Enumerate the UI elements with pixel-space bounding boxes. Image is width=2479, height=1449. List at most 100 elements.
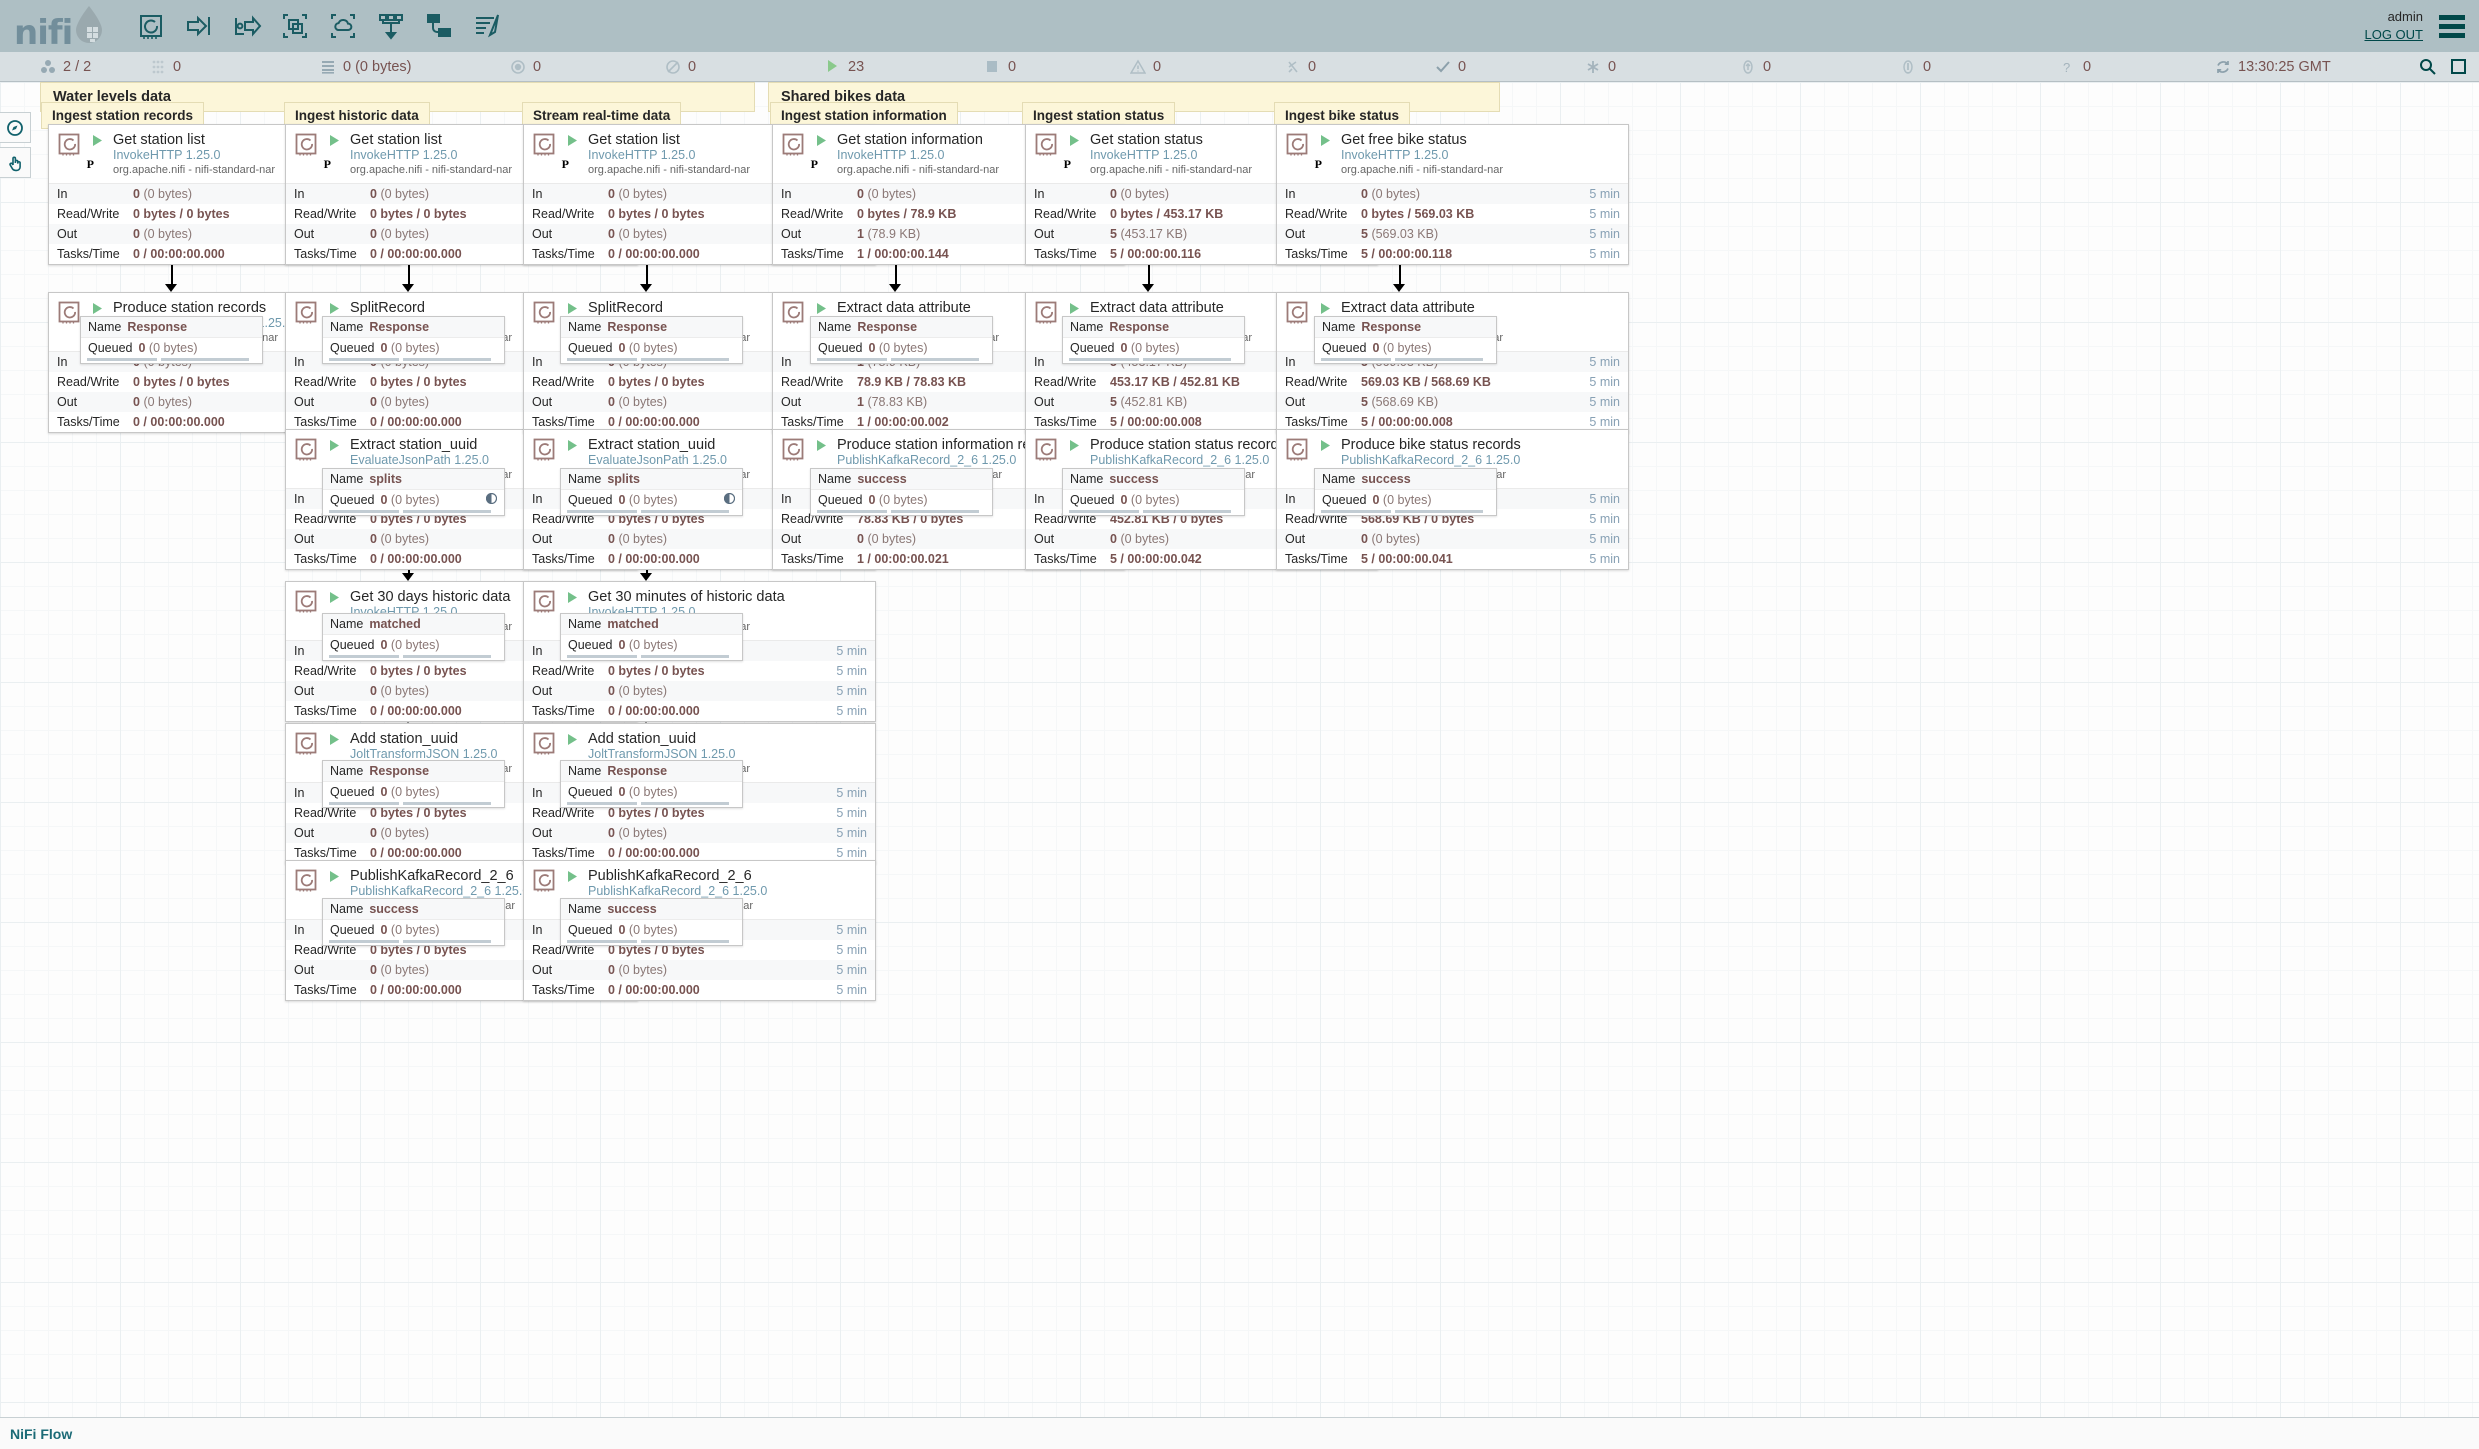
connection-name-value: matched — [369, 617, 421, 631]
run-status-icon — [328, 132, 344, 177]
connection-name-row: Name Response — [1063, 317, 1244, 338]
status-value: 0 — [1308, 58, 1317, 75]
connection-label[interactable]: Name Response Queued 0 (0 bytes) — [322, 760, 505, 808]
connection-label[interactable]: Name Response Queued 0 (0 bytes) — [560, 760, 743, 808]
processor-chip-icon — [294, 868, 328, 902]
connection-queued-row: Queued 0 (0 bytes) — [81, 338, 262, 358]
processor-node[interactable]: P Get free bike status InvokeHTTP 1.25.0 or… — [1276, 124, 1629, 265]
connection-label[interactable]: Name success Queued 0 (0 bytes) — [1062, 468, 1245, 516]
run-status-icon — [328, 300, 344, 345]
user-name: admin — [2387, 9, 2423, 25]
load-balance-icon — [723, 492, 736, 508]
settings-icon[interactable] — [2450, 58, 2467, 75]
run-status-icon — [1319, 437, 1335, 482]
connection-label[interactable]: Name matched Queued 0 (0 bytes) — [560, 613, 743, 661]
hand-pointer-icon[interactable] — [0, 147, 31, 178]
status-value: 0 — [173, 58, 182, 75]
run-status-icon — [1319, 132, 1335, 177]
process-group-tool[interactable] — [274, 5, 316, 47]
breadcrumb[interactable]: NiFi Flow — [0, 1417, 2479, 1449]
template-tool[interactable] — [418, 5, 460, 47]
status-value: 13:30:25 GMT — [2238, 58, 2331, 75]
connection-label[interactable]: Name Response Queued 0 (0 bytes) — [1062, 316, 1245, 364]
label-tool[interactable] — [466, 5, 508, 47]
connection-queued-key: Queued — [330, 341, 375, 355]
run-status-icon — [566, 589, 582, 634]
connection-name-row: Name Response — [811, 317, 992, 338]
connection-queued-key: Queued — [88, 341, 133, 355]
connection-queued-row: Queued 0 (0 bytes) — [1063, 338, 1244, 358]
connection-label[interactable]: Name matched Queued 0 (0 bytes) — [322, 613, 505, 661]
run-status-icon — [815, 132, 831, 177]
processor-chip-icon — [1285, 300, 1319, 334]
status-invalid-components: 0 — [1129, 59, 1285, 75]
processor-tool[interactable] — [130, 5, 172, 47]
connection-name-key: Name — [330, 902, 364, 916]
connection-label[interactable]: Name success Queued 0 (0 bytes) — [322, 898, 505, 946]
connection-queued-value: 0 (0 bytes) — [618, 638, 678, 652]
processor-chip-icon — [532, 300, 566, 334]
not-transmit-icon — [665, 59, 681, 75]
connection-gauge — [323, 655, 504, 660]
processor-name: Get station information — [837, 132, 983, 148]
logo-text: nifi — [14, 12, 73, 53]
connection-label[interactable]: Name success Queued 0 (0 bytes) — [810, 468, 993, 516]
status-last-refreshed: 13:30:25 GMT — [2215, 59, 2365, 75]
connection-name-row: Name Response — [1315, 317, 1496, 338]
menu-icon[interactable] — [2439, 14, 2465, 38]
status-value: 0 — [1923, 58, 1932, 75]
run-status-icon — [566, 731, 582, 776]
connection-queued-row: Queued 0 (0 bytes) — [323, 338, 504, 358]
stat-tasks-time: Tasks/Time 5 / 00:00:00.118 5 min — [1277, 244, 1628, 264]
connection-name-value: Response — [607, 764, 668, 778]
connection-queued-value: 0 (0 bytes) — [138, 341, 198, 355]
connection-queued-key: Queued — [330, 785, 375, 799]
search-icon[interactable] — [2419, 58, 2436, 75]
connection-queued-key: Queued — [568, 638, 613, 652]
processor-name: Extract data attribute — [837, 300, 971, 316]
processor-bundle: org.apache.nifi - nifi-standard-nar — [113, 164, 276, 176]
section-ingest-station-information[interactable]: Ingest station information — [770, 102, 958, 129]
connection-name-value: Response — [369, 320, 430, 334]
connection-name-key: Name — [1070, 472, 1104, 486]
connection-name-row: Name Response — [561, 317, 742, 338]
connection-name-key: Name — [568, 320, 602, 334]
navigate-icon[interactable] — [0, 112, 31, 143]
connection-gauge — [561, 358, 742, 363]
connection-queued-row: Queued 0 (0 bytes) — [323, 782, 504, 802]
connection-label[interactable]: Name Response Queued 0 (0 bytes) — [560, 316, 743, 364]
connection-label[interactable]: Name Response Queued 0 (0 bytes) — [322, 316, 505, 364]
connection-label[interactable]: Name Response Queued 0 (0 bytes) — [810, 316, 993, 364]
processor-name: Get station list — [350, 132, 442, 148]
output-port-tool[interactable] — [226, 5, 268, 47]
logout-link[interactable]: LOG OUT — [2364, 27, 2423, 42]
connection-label[interactable]: Name splits Queued 0 (0 bytes) — [322, 468, 505, 516]
processor-bundle: org.apache.nifi - nifi-standard-nar — [350, 164, 513, 176]
processor-type: PublishKafkaRecord_2_6 1.25.0 — [1090, 453, 1270, 467]
connection-queued-row: Queued 0 (0 bytes) — [811, 490, 992, 510]
flow-canvas[interactable]: Water levels data Shared bikes data Inges… — [0, 82, 2479, 1417]
processor-name: Produce station information rec... — [837, 437, 1050, 453]
connection-label[interactable]: Name Response Queued 0 (0 bytes) — [1314, 316, 1497, 364]
input-port-tool[interactable] — [178, 5, 220, 47]
connection-arrowhead — [165, 284, 177, 292]
connection-name-value: Response — [857, 320, 918, 334]
connection-label[interactable]: Name splits Queued 0 (0 bytes) — [560, 468, 743, 516]
connection-label[interactable]: Name success Queued 0 (0 bytes) — [560, 898, 743, 946]
connection-arrowhead — [1393, 284, 1405, 292]
connection-label[interactable]: Name success Queued 0 (0 bytes) — [1314, 468, 1497, 516]
remote-process-group-tool[interactable] — [322, 5, 364, 47]
connection-name-row: Name Response — [561, 761, 742, 782]
connection-name-row: Name matched — [561, 614, 742, 635]
connection-name-value: splits — [369, 472, 402, 486]
cluster-icon — [40, 59, 56, 75]
connection-name-key: Name — [568, 902, 602, 916]
connection-name-key: Name — [1322, 472, 1356, 486]
connection-label[interactable]: Name Response Queued 0 (0 bytes) — [80, 316, 263, 364]
funnel-tool[interactable] — [370, 5, 412, 47]
